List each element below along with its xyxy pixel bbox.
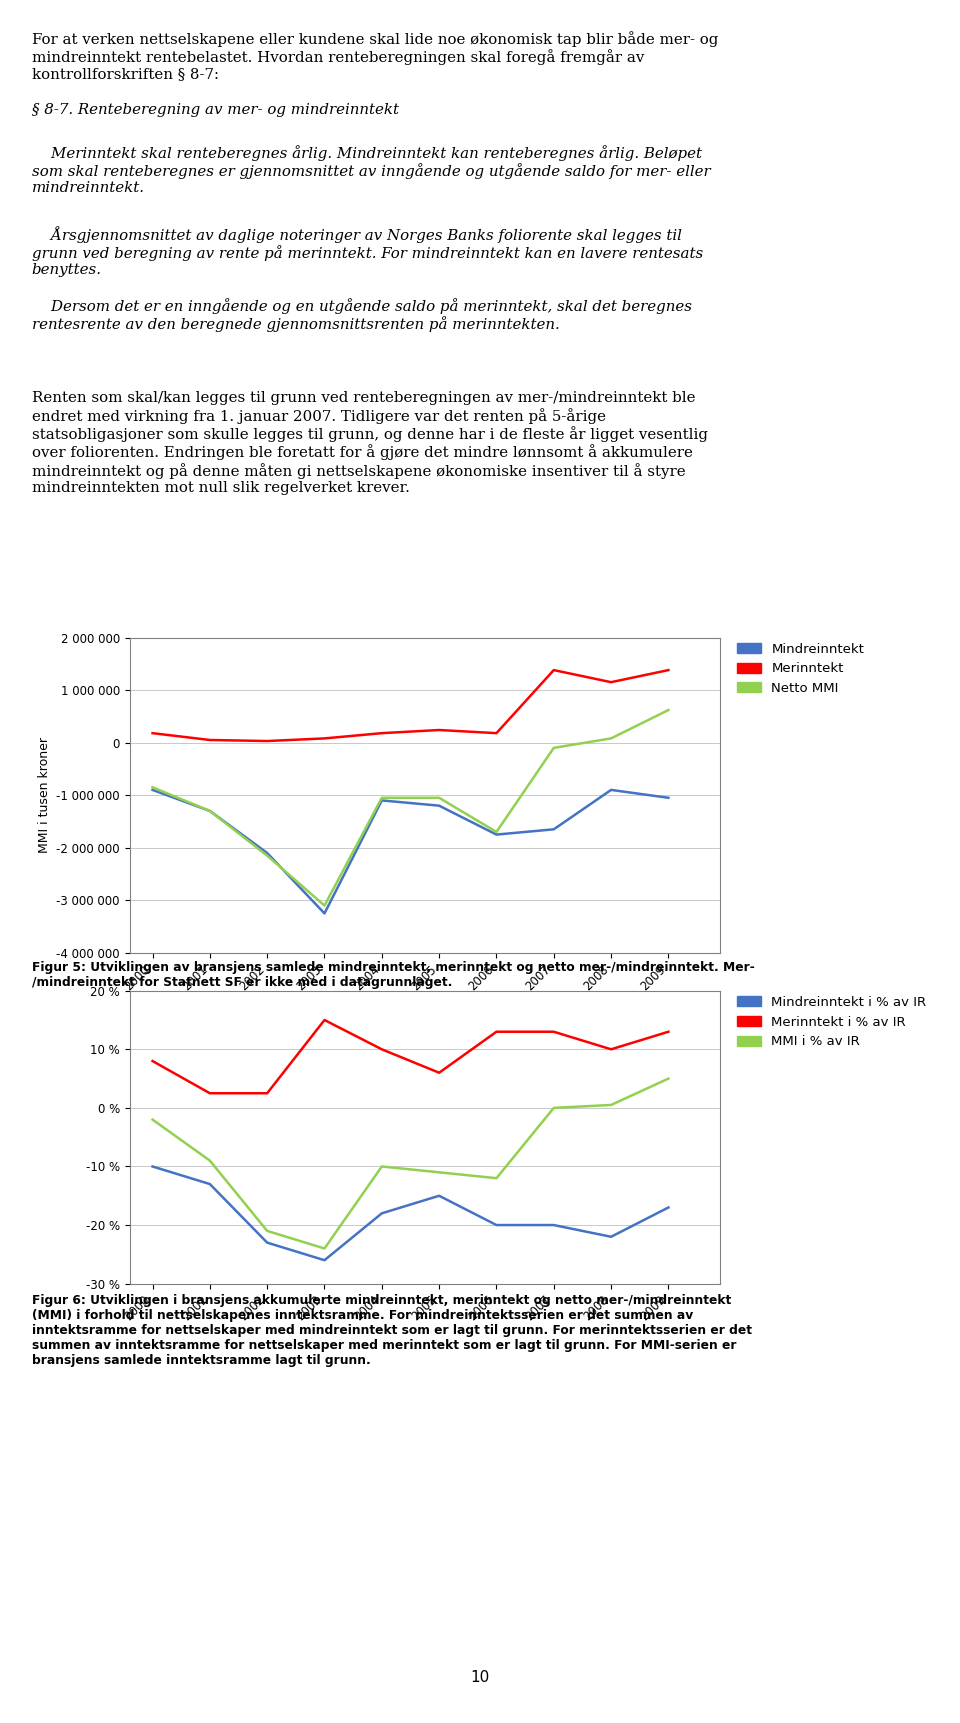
Text: Figur 6: Utviklingen i bransjens akkumulerte mindreinntekt, merinntekt og netto : Figur 6: Utviklingen i bransjens akkumul…	[32, 1294, 752, 1366]
Text: Årsgjennomsnittet av daglige noteringer av Norges Banks foliorente skal legges t: Årsgjennomsnittet av daglige noteringer …	[32, 226, 703, 277]
Y-axis label: MMI i tusen kroner: MMI i tusen kroner	[37, 737, 51, 853]
Text: 10: 10	[470, 1670, 490, 1685]
Text: Merinntekt skal renteberegnes årlig. Mindreinntekt kan renteberegnes årlig. Belø: Merinntekt skal renteberegnes årlig. Min…	[32, 145, 710, 195]
Text: Figur 5: Utviklingen av bransjens samlede mindreinntekt, merinntekt og netto mer: Figur 5: Utviklingen av bransjens samled…	[32, 961, 755, 989]
Text: § 8-7. Renteberegning av mer- og mindreinntekt: § 8-7. Renteberegning av mer- og mindrei…	[32, 103, 398, 117]
Text: Renten som skal/kan legges til grunn ved renteberegningen av mer-/mindreinntekt : Renten som skal/kan legges til grunn ved…	[32, 391, 708, 495]
Text: For at verken nettselskapene eller kundene skal lide noe økonomisk tap blir både: For at verken nettselskapene eller kunde…	[32, 31, 718, 81]
Legend: Mindreinntekt, Merinntekt, Netto MMI: Mindreinntekt, Merinntekt, Netto MMI	[732, 638, 870, 700]
Text: Dersom det er en inngående og en utgående saldo på merinntekt, skal det beregnes: Dersom det er en inngående og en utgåend…	[32, 298, 691, 333]
Legend: Mindreinntekt i % av IR, Merinntekt i % av IR, MMI i % av IR: Mindreinntekt i % av IR, Merinntekt i % …	[732, 991, 932, 1053]
